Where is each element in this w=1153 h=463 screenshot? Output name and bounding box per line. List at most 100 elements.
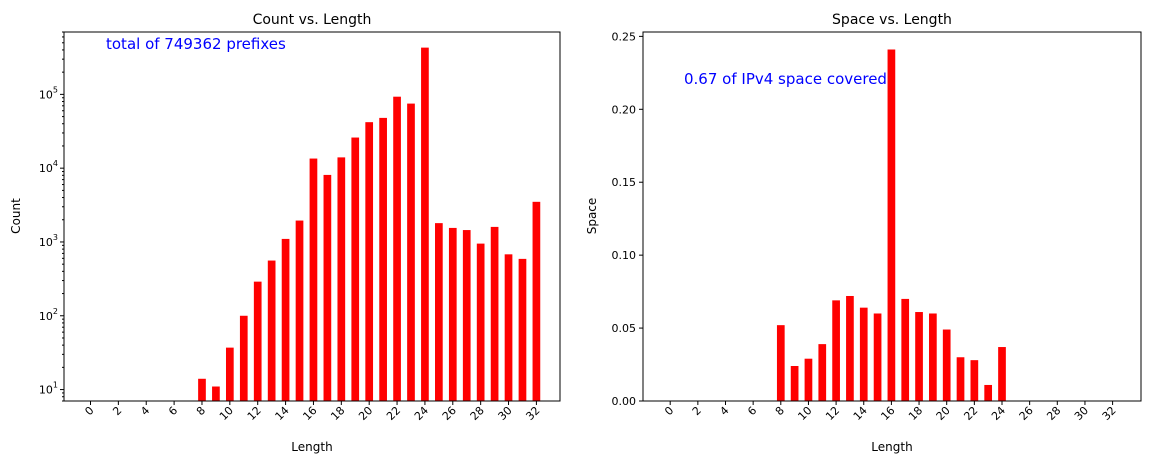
count-x-tick-label: 32 — [523, 404, 542, 423]
count-x-tick-label: 4 — [138, 404, 152, 418]
space-bar-9 — [790, 366, 799, 401]
count-x-tick-label: 0 — [82, 404, 96, 418]
space-y-tick-label: 0.15 — [612, 176, 637, 189]
space-bar-8 — [776, 325, 785, 401]
space-x-tick-label: 12 — [823, 404, 842, 423]
count-bar-19 — [351, 137, 360, 402]
space-y-tick-label: 0.10 — [612, 249, 637, 262]
count-x-tick-label: 26 — [440, 404, 459, 423]
space-x-tick-label: 8 — [773, 404, 787, 418]
space-x-tick-label: 16 — [878, 404, 897, 423]
count-bar-23 — [407, 103, 415, 401]
space-bar-16 — [887, 49, 896, 401]
space-x-tick-label: 30 — [1072, 404, 1091, 423]
space-x-tick-label: 10 — [795, 404, 814, 423]
count-bar-30 — [504, 254, 513, 401]
count-x-tick-label: 16 — [300, 404, 319, 423]
space-bar-24 — [998, 347, 1006, 401]
space-x-tick-label: 32 — [1100, 404, 1119, 423]
count-x-tick-label: 24 — [412, 404, 431, 423]
count-y-tick-label: 105 — [39, 85, 58, 101]
count-chart-title: Count vs. Length — [253, 12, 372, 28]
space-x-tick-label: 14 — [851, 404, 870, 423]
space-bar-21 — [956, 357, 965, 401]
space-bar-13 — [846, 295, 854, 401]
space-y-tick-label: 0.20 — [612, 103, 637, 116]
count-bar-14 — [281, 238, 290, 401]
space-x-tick-label: 28 — [1044, 404, 1063, 423]
space-y-tick-label: 0.05 — [612, 322, 637, 335]
count-plot-frame — [63, 31, 561, 402]
space-x-tick-label: 6 — [745, 404, 759, 418]
space-x-tick-label: 2 — [690, 404, 704, 418]
space-x-axis-title: Length — [871, 440, 912, 454]
space-bar-19 — [929, 313, 937, 401]
count-annotation: total of 749362 prefixes — [106, 35, 286, 53]
count-bar-27 — [462, 230, 471, 401]
count-bar-24 — [421, 47, 429, 402]
count-x-tick-label: 22 — [384, 404, 403, 423]
count-bar-20 — [365, 122, 374, 402]
count-bar-31 — [518, 258, 527, 401]
count-bar-18 — [337, 157, 346, 401]
count-x-tick-label: 28 — [468, 404, 487, 423]
count-x-tick-label: 6 — [166, 404, 180, 418]
count-bar-26 — [448, 227, 457, 401]
count-x-tick-label: 18 — [328, 404, 347, 423]
count-bar-13 — [267, 260, 276, 401]
space-y-tick-label: 0.00 — [612, 395, 637, 408]
space-bar-11 — [818, 344, 827, 401]
count-y-tick-label: 101 — [39, 381, 58, 397]
count-bar-28 — [476, 243, 485, 401]
count-bar-10 — [225, 347, 234, 401]
count-bar-8 — [198, 378, 206, 401]
count-bar-15 — [295, 220, 304, 401]
space-bar-10 — [804, 358, 813, 401]
count-y-tick-label: 103 — [39, 233, 58, 249]
count-x-tick-label: 12 — [245, 404, 264, 423]
space-chart-title: Space vs. Length — [832, 12, 952, 28]
count-bar-9 — [212, 386, 220, 401]
count-x-tick-label: 30 — [496, 404, 515, 423]
count-x-tick-label: 2 — [110, 404, 124, 418]
count-bar-25 — [435, 223, 443, 401]
count-y-tick-label: 102 — [39, 307, 58, 323]
count-bar-16 — [309, 158, 318, 401]
count-chart: Count vs. Length Length Count total of 7… — [9, 12, 561, 454]
count-bar-21 — [379, 117, 387, 401]
space-chart: Space vs. Length Length Space 0.67 of IP… — [585, 12, 1142, 454]
count-x-tick-label: 10 — [217, 404, 236, 423]
count-bar-29 — [490, 226, 499, 401]
space-bar-17 — [901, 298, 910, 401]
space-x-tick-label: 0 — [662, 404, 676, 418]
count-y-axis-title: Count — [9, 198, 23, 234]
count-x-tick-label: 20 — [356, 404, 375, 423]
space-x-tick-label: 18 — [906, 404, 925, 423]
count-bar-22 — [393, 96, 401, 401]
count-x-tick-label: 8 — [194, 404, 208, 418]
space-bar-15 — [873, 313, 882, 401]
space-bar-22 — [970, 360, 979, 401]
count-x-axis-title: Length — [291, 440, 332, 454]
space-x-tick-label: 26 — [1017, 404, 1036, 423]
space-x-tick-label: 20 — [934, 404, 953, 423]
space-bar-18 — [915, 312, 923, 401]
count-bar-12 — [253, 281, 262, 401]
space-annotation: 0.67 of IPv4 space covered — [684, 70, 887, 88]
count-x-tick-label: 14 — [273, 404, 292, 423]
space-bar-23 — [984, 384, 993, 401]
count-bar-32 — [532, 201, 541, 401]
count-bar-17 — [323, 174, 332, 401]
space-x-tick-label: 22 — [961, 404, 980, 423]
space-x-tick-label: 24 — [989, 404, 1008, 423]
space-y-axis-title: Space — [585, 198, 599, 235]
count-bar-11 — [239, 315, 248, 401]
space-plot-frame — [642, 31, 1142, 402]
space-bar-12 — [832, 300, 840, 401]
space-bar-20 — [942, 329, 951, 401]
count-y-tick-label: 104 — [39, 159, 58, 175]
space-y-tick-label: 0.25 — [612, 30, 637, 43]
space-x-tick-label: 4 — [717, 404, 731, 418]
space-bar-14 — [859, 307, 868, 401]
